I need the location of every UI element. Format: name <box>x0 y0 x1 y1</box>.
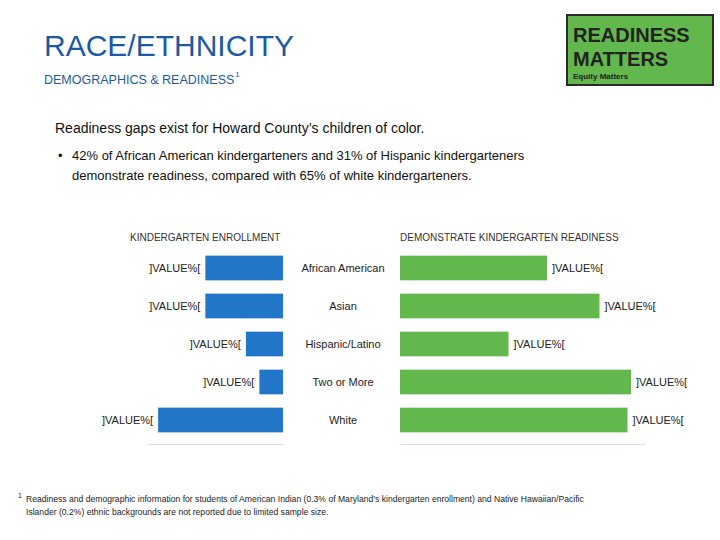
data-label: ]VALUE%[ <box>102 414 153 426</box>
logo: READINESSMATTERS Equity Matters <box>567 15 713 85</box>
page-subtitle: DEMOGRAPHICS & READINESS <box>44 73 234 87</box>
bullet: • <box>58 148 63 163</box>
data-label: ]VALUE%[ <box>190 338 241 350</box>
footnote-marker: 1 <box>18 492 22 499</box>
footnote: Islander (0.2%) ethnic backgrounds are n… <box>26 507 328 517</box>
data-label: ]VALUE%[ <box>636 376 687 388</box>
data-label: ]VALUE%[ <box>552 262 603 274</box>
bar <box>400 256 547 281</box>
bar <box>205 294 283 319</box>
category-label: Hispanic/Latino <box>305 338 380 350</box>
bullet-text: demonstrate readiness, compared with 65%… <box>72 168 472 183</box>
logo-tagline: Equity Matters <box>573 72 629 81</box>
axis-line <box>149 444 284 445</box>
chart-title: KINDERGARTEN ENROLLMENT <box>130 232 280 243</box>
logo-text: READINESS <box>573 24 690 46</box>
bar <box>246 332 283 357</box>
category-label: Asian <box>329 300 357 312</box>
bars <box>158 256 283 433</box>
bar <box>158 408 283 433</box>
bar <box>400 370 631 395</box>
footnote: Readiness and demographic information fo… <box>26 494 584 504</box>
bar <box>259 370 283 395</box>
chart-title: DEMONSTRATE KINDERGARTEN READINESS <box>400 232 619 243</box>
data-label: ]VALUE%[ <box>605 300 656 312</box>
data-label: ]VALUE%[ <box>149 300 200 312</box>
chart-1: DEMONSTRATE KINDERGARTEN READINESS ]VALUE… <box>301 232 687 445</box>
data-label: ]VALUE%[ <box>203 376 254 388</box>
bar <box>400 408 628 433</box>
category-label: African American <box>301 262 384 274</box>
page-title: RACE/ETHNICITY <box>44 29 294 62</box>
bars <box>400 256 631 433</box>
logo-box <box>567 15 713 85</box>
bar <box>205 256 283 281</box>
chart-0: KINDERGARTEN ENROLLMENT ]VALUE%[ ]VALUE%[]… <box>102 232 284 445</box>
headline: Readiness gaps exist for Howard County’s… <box>55 120 424 136</box>
x-axis <box>401 444 646 445</box>
bar <box>400 294 600 319</box>
category-label: Two or More <box>312 376 373 388</box>
data-label: ]VALUE%[ <box>149 262 200 274</box>
footnote-ref: 1 <box>235 70 240 79</box>
logo-text: MATTERS <box>573 48 668 70</box>
axis-line <box>401 444 646 445</box>
page: RACE/ETHNICITYDEMOGRAPHICS & READINESS1R… <box>0 0 720 540</box>
bar <box>400 332 509 357</box>
data-label: ]VALUE%[ <box>514 338 565 350</box>
bullet-text: 42% of African American kindergarteners … <box>72 148 525 163</box>
x-axis <box>149 444 284 445</box>
data-label: ]VALUE%[ <box>633 414 684 426</box>
category-label: White <box>329 414 357 426</box>
